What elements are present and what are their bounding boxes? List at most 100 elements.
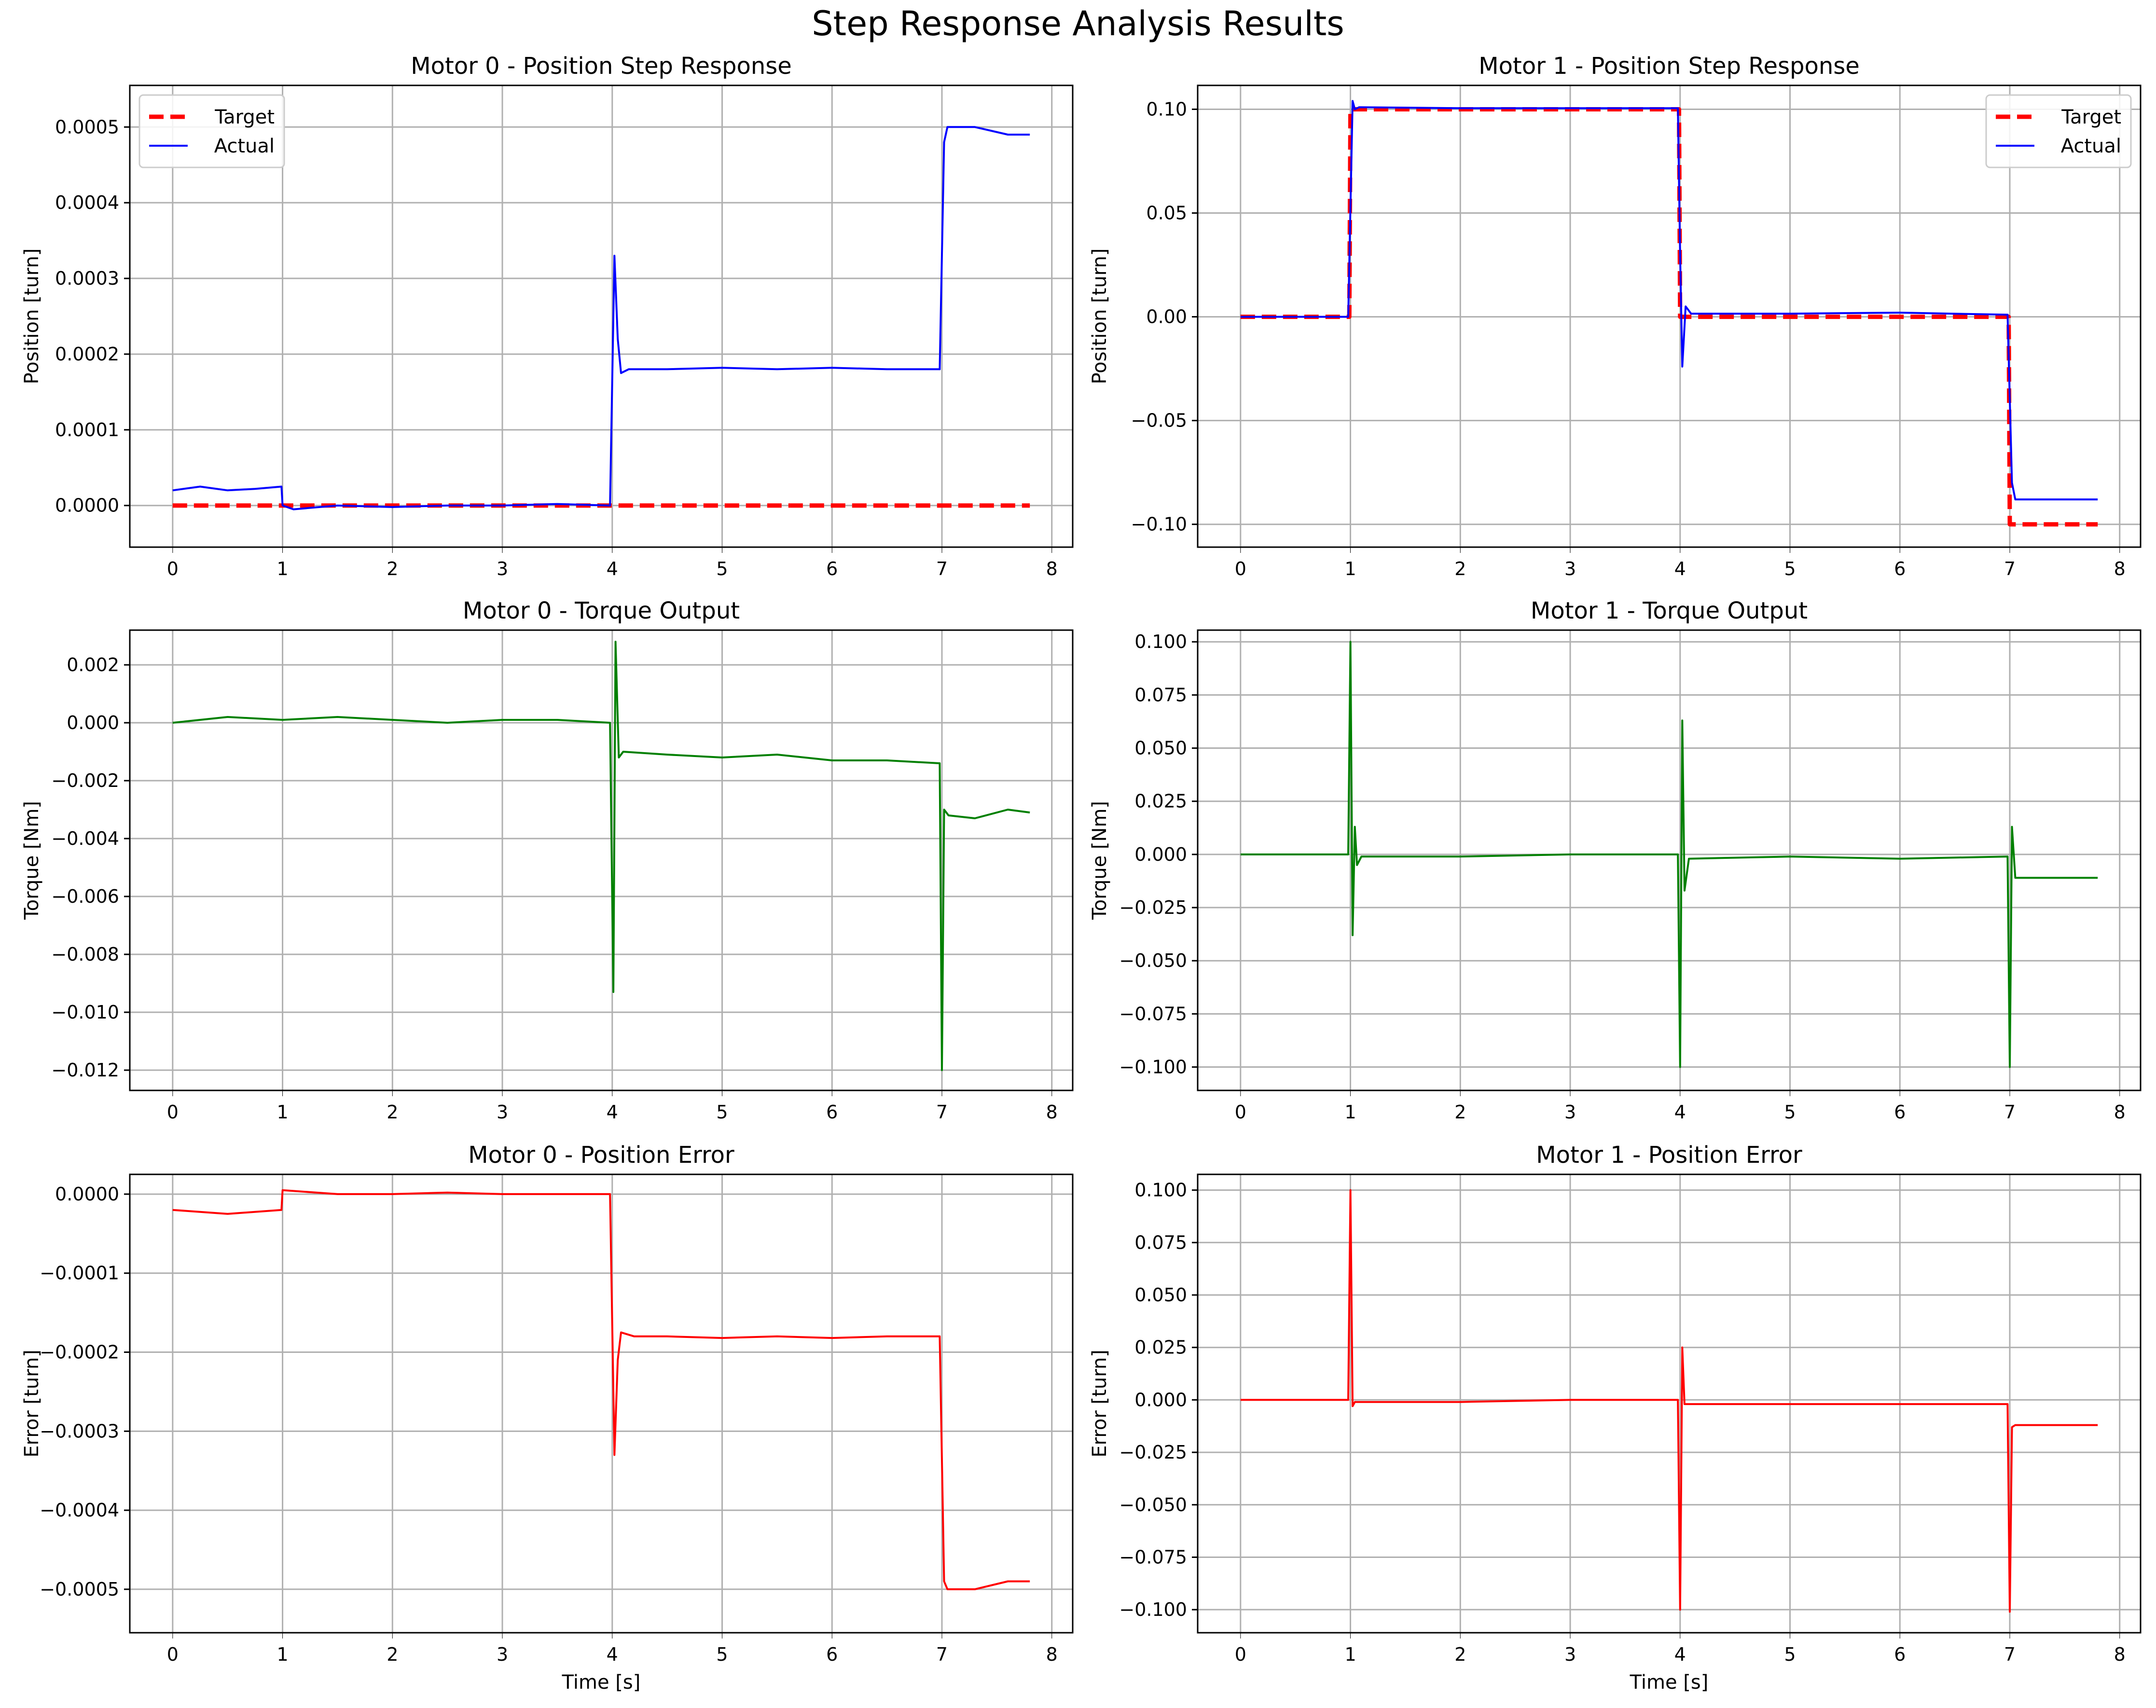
y-tick-label: 0.00 [1146, 306, 1187, 328]
series-line-0 [173, 1190, 1030, 1589]
x-tick-label: 8 [1046, 1644, 1058, 1665]
x-axis-label: Time [s] [562, 1671, 641, 1694]
x-tick-label: 3 [497, 558, 508, 579]
x-tick-label: 0 [1235, 1102, 1246, 1123]
x-tick-label: 4 [1674, 558, 1686, 579]
x-tick-label: 2 [387, 558, 398, 579]
x-tick-label: 0 [1235, 558, 1246, 579]
y-tick-label: 0.0003 [55, 268, 119, 289]
x-tick-label: 2 [1454, 1644, 1466, 1665]
y-tick-label: 0.0004 [55, 192, 119, 213]
subplot-title: Motor 1 - Position Step Response [1479, 53, 1860, 80]
y-tick-label: 0.075 [1134, 1232, 1187, 1253]
y-tick-label: −0.05 [1131, 410, 1187, 431]
legend-label-actual: Actual [2061, 135, 2121, 157]
series-line-0 [1241, 1190, 2098, 1612]
x-tick-label: 1 [1344, 558, 1356, 579]
y-tick-label: 0.0005 [55, 116, 119, 138]
y-tick-label: −0.0005 [40, 1579, 119, 1600]
x-tick-label: 4 [1674, 1644, 1686, 1665]
y-tick-label: −0.002 [51, 770, 119, 791]
subplot-title: Motor 0 - Position Error [468, 1142, 734, 1169]
x-tick-label: 0 [167, 1102, 179, 1123]
axes-frame [1198, 630, 2141, 1090]
y-tick-label: −0.004 [51, 828, 119, 849]
y-tick-label: −0.10 [1131, 514, 1187, 535]
x-tick-label: 1 [276, 1102, 288, 1123]
series-line-actual [1241, 101, 2098, 499]
y-axis-label: Position [turn] [21, 248, 43, 385]
subplot-1: 0 1 2 3 4 5 6 7 8 0.10 0.05 0.00 −0.05 −0.10 Motor 1 -… [1089, 53, 2141, 579]
x-tick-label: 1 [1344, 1102, 1356, 1123]
y-tick-label: 0.000 [1134, 844, 1187, 865]
y-axis-label: Error [turn] [1089, 1350, 1111, 1458]
x-tick-label: 7 [936, 558, 948, 579]
x-tick-label: 2 [1454, 1102, 1466, 1123]
x-tick-label: 4 [607, 1644, 618, 1665]
axes-frame [130, 1174, 1073, 1633]
y-tick-label: 0.075 [1134, 684, 1187, 705]
x-tick-label: 7 [2004, 558, 2016, 579]
y-tick-label: 0.025 [1134, 791, 1187, 812]
y-tick-label: 0.025 [1134, 1337, 1187, 1358]
legend-label-actual: Actual [214, 135, 275, 157]
subplot-title: Motor 0 - Position Step Response [411, 53, 792, 80]
series-line-0 [173, 642, 1030, 1070]
x-tick-label: 5 [1784, 1644, 1796, 1665]
y-axis-label: Error [turn] [21, 1350, 43, 1458]
y-tick-label: 0.0002 [55, 344, 119, 365]
y-tick-label: 0.000 [1134, 1389, 1187, 1410]
x-tick-label: 8 [2114, 1644, 2126, 1665]
y-tick-label: 0.002 [67, 654, 119, 675]
x-tick-label: 3 [497, 1102, 508, 1123]
y-axis-label: Torque [Nm] [21, 801, 43, 920]
x-tick-label: 7 [2004, 1102, 2016, 1123]
x-tick-label: 5 [716, 558, 728, 579]
x-tick-label: 7 [2004, 1644, 2016, 1665]
y-tick-label: 0.0001 [55, 419, 119, 441]
y-tick-label: −0.012 [51, 1060, 119, 1081]
x-tick-label: 0 [167, 558, 179, 579]
subplot-3: 0 1 2 3 4 5 6 7 80.1000.0750.0500.0250.000−0.025… [1089, 597, 2141, 1123]
x-tick-label: 6 [826, 558, 838, 579]
x-tick-label: 1 [276, 558, 288, 579]
x-tick-label: 1 [1344, 1644, 1356, 1665]
y-tick-label: 0.000 [67, 712, 119, 733]
y-tick-label: 0.100 [1134, 631, 1187, 652]
y-tick-label: −0.050 [1119, 1494, 1187, 1515]
x-tick-label: 6 [826, 1102, 838, 1123]
subplot-5: 0 1 2 3 4 5 6 7 8 0.100 0.075 0.050 0.025 0.000 −0.025… [1089, 1142, 2141, 1694]
y-tick-label: −0.0003 [40, 1420, 119, 1442]
y-tick-label: 0.0000 [55, 1184, 119, 1205]
y-tick-label: −0.006 [51, 886, 119, 907]
x-tick-label: 2 [387, 1644, 398, 1665]
axes-frame [130, 630, 1073, 1090]
y-tick-label: −0.025 [1119, 897, 1187, 918]
y-tick-label: −0.075 [1119, 1546, 1187, 1568]
y-tick-label: −0.010 [51, 1002, 119, 1023]
y-tick-label: 0.050 [1134, 738, 1187, 759]
x-tick-label: 2 [387, 1102, 398, 1123]
y-tick-label: −0.0002 [40, 1342, 119, 1363]
y-tick-label: −0.0001 [40, 1263, 119, 1284]
subplot-title: Motor 0 - Torque Output [463, 597, 740, 624]
subplot-title: Motor 1 - Torque Output [1531, 597, 1808, 624]
x-tick-label: 8 [1046, 558, 1058, 579]
subplot-4: 0 1 2 3 4 5 6 7 8 0.0000 −0.0001 −0.0002 −0.0003 −0.0… [21, 1142, 1073, 1694]
x-tick-label: 6 [1894, 1644, 1906, 1665]
y-axis-label: Torque [Nm] [1089, 801, 1111, 920]
x-tick-label: 5 [1784, 558, 1796, 579]
y-tick-label: 0.0000 [55, 495, 119, 516]
y-tick-label: −0.075 [1119, 1003, 1187, 1024]
subplot-0: 0 1 2 3 4 5 6 7 8 0.0000 0.0001 0.0002 0.0003 0.0004 0… [21, 53, 1073, 579]
x-tick-label: 4 [1674, 1102, 1686, 1123]
x-tick-label: 3 [1564, 1102, 1576, 1123]
x-tick-label: 4 [607, 558, 618, 579]
x-tick-label: 8 [1046, 1102, 1058, 1123]
series-line-actual [173, 127, 1030, 509]
y-tick-label: −0.008 [51, 944, 119, 965]
subplot-title: Motor 1 - Position Error [1536, 1142, 1802, 1169]
x-axis-label: Time [s] [1630, 1671, 1709, 1694]
y-tick-label: 0.100 [1134, 1180, 1187, 1201]
